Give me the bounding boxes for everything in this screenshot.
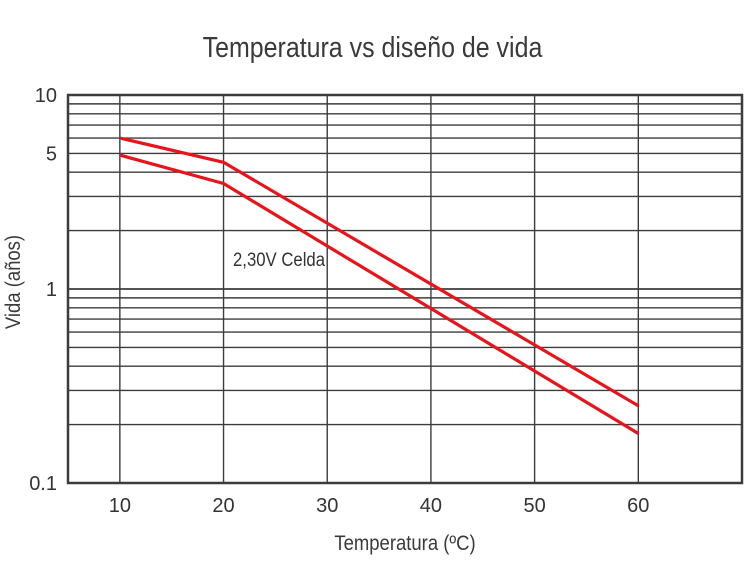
plot-frame	[66, 93, 744, 485]
x-tick-label: 40	[420, 495, 442, 517]
y-tick-label: 1	[46, 279, 57, 301]
annotation-label: 2,30V Celda	[233, 250, 326, 271]
x-tick-label: 30	[316, 495, 338, 517]
y-tick-label: 0.1	[29, 473, 57, 495]
y-tick-label: 5	[46, 143, 57, 165]
x-tick-label: 60	[627, 495, 649, 517]
x-axis-label: Temperatura (ºC)	[334, 532, 476, 555]
y-axis-label: Vida (años)	[2, 234, 25, 330]
series-line-1	[119, 136, 640, 408]
x-tick-label: 10	[109, 495, 131, 517]
x-tick-label: 50	[523, 495, 545, 517]
chart-title: Temperatura vs diseño de vida	[202, 32, 543, 64]
y-tick-label: 10	[35, 85, 57, 107]
series-line-2	[119, 153, 640, 435]
x-tick-label: 20	[212, 495, 234, 517]
